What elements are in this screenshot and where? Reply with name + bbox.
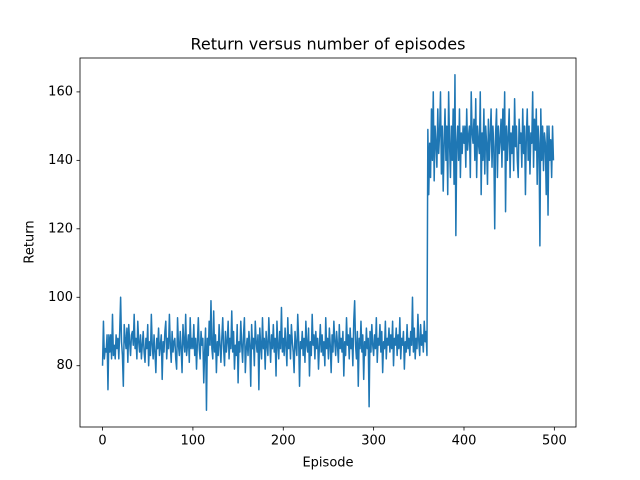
y-tick-label: 140: [48, 153, 73, 168]
chart-title: Return versus number of episodes: [191, 35, 466, 54]
y-tick-label: 160: [48, 84, 73, 99]
x-tick-label: 300: [361, 434, 386, 449]
line-series: [101, 74, 555, 411]
plot-frame: [79, 57, 577, 428]
x-axis-label: Episode: [302, 456, 353, 471]
x-tick-label: 400: [452, 434, 477, 449]
y-tick-label: 120: [48, 221, 73, 236]
y-axis-label: Return: [23, 220, 38, 263]
x-tick-label: 500: [542, 434, 567, 449]
x-tick-label: 100: [180, 434, 205, 449]
x-tick-label: 200: [271, 434, 296, 449]
x-tick-label: 0: [98, 434, 106, 449]
y-tick-label: 100: [48, 290, 73, 305]
y-tick-label: 80: [56, 358, 73, 373]
